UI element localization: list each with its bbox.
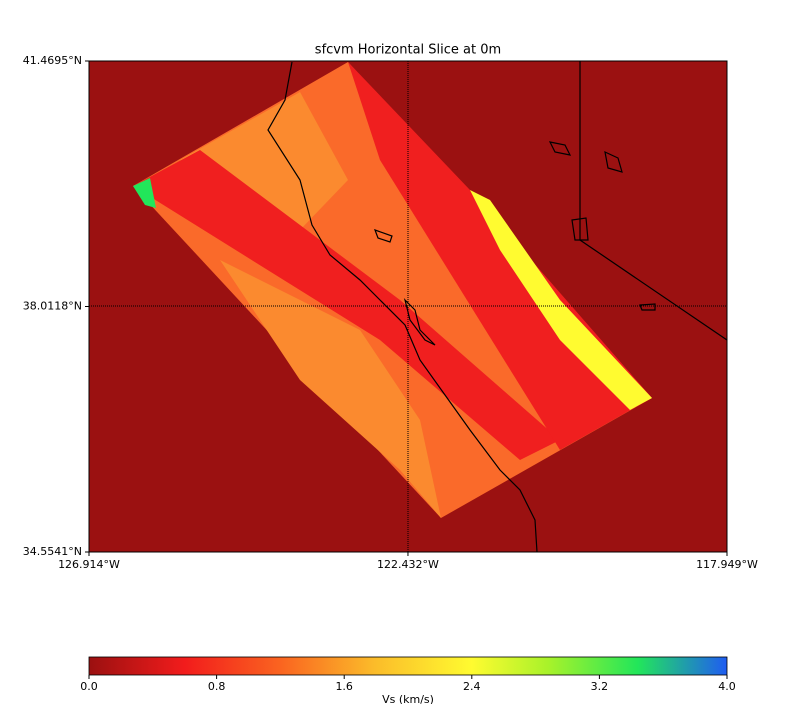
colorbar-tick-label: 4.0 <box>718 680 736 693</box>
colorbar-tick-label: 0.8 <box>208 680 226 693</box>
x-tick-label: 117.949°W <box>696 558 758 571</box>
x-tick-label: 122.432°W <box>377 558 439 571</box>
region <box>180 92 348 230</box>
y-tick-label: 34.5541°N <box>23 545 82 558</box>
region <box>470 190 652 410</box>
region <box>220 260 441 518</box>
y-tick-label: 38.0118°N <box>23 300 82 313</box>
lakes <box>373 141 656 346</box>
colorbar-tick-label: 2.4 <box>463 680 481 693</box>
map-title: sfcvm Horizontal Slice at 0m <box>315 43 501 58</box>
region <box>133 150 560 460</box>
y-tick-label: 41.4695°N <box>23 54 82 67</box>
map <box>89 61 727 552</box>
colorbar-tick-label: 3.2 <box>591 680 609 693</box>
colorbar <box>88 656 728 676</box>
coastline <box>267 61 538 552</box>
colorbar-tick-label: 1.6 <box>335 680 353 693</box>
colorbar-label: Vs (km/s) <box>382 693 434 704</box>
region <box>133 178 156 208</box>
x-tick-label: 126.914°W <box>58 558 120 571</box>
colorbar-tick-label: 0.0 <box>80 680 98 693</box>
